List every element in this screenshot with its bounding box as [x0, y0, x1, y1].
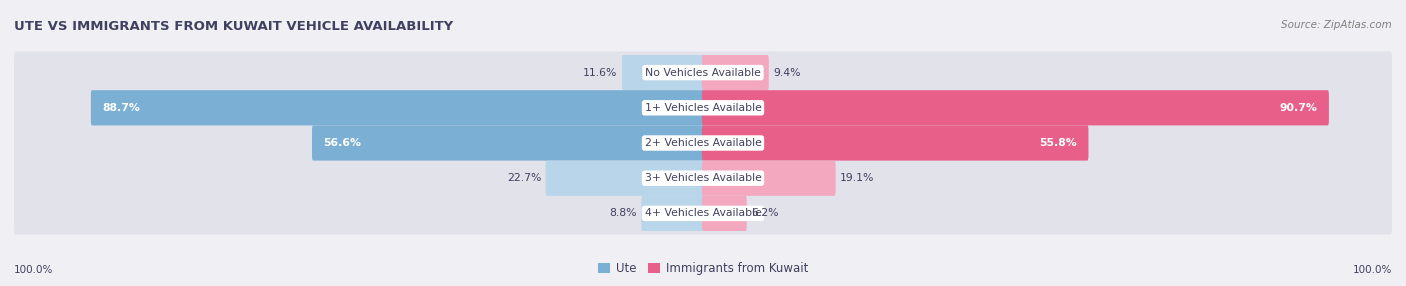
- FancyBboxPatch shape: [641, 196, 704, 231]
- Text: Source: ZipAtlas.com: Source: ZipAtlas.com: [1281, 20, 1392, 30]
- FancyBboxPatch shape: [702, 90, 1329, 125]
- FancyBboxPatch shape: [702, 161, 835, 196]
- Text: 90.7%: 90.7%: [1279, 103, 1317, 113]
- Text: 56.6%: 56.6%: [323, 138, 361, 148]
- Text: No Vehicles Available: No Vehicles Available: [645, 67, 761, 78]
- Text: 2+ Vehicles Available: 2+ Vehicles Available: [644, 138, 762, 148]
- Text: 11.6%: 11.6%: [583, 67, 617, 78]
- Text: 55.8%: 55.8%: [1039, 138, 1077, 148]
- FancyBboxPatch shape: [546, 161, 704, 196]
- Text: 3+ Vehicles Available: 3+ Vehicles Available: [644, 173, 762, 183]
- FancyBboxPatch shape: [91, 90, 704, 125]
- Text: 8.8%: 8.8%: [609, 208, 637, 219]
- FancyBboxPatch shape: [702, 55, 769, 90]
- FancyBboxPatch shape: [702, 125, 1088, 161]
- FancyBboxPatch shape: [14, 157, 1392, 199]
- FancyBboxPatch shape: [14, 192, 1392, 235]
- Text: 88.7%: 88.7%: [103, 103, 141, 113]
- FancyBboxPatch shape: [14, 51, 1392, 94]
- Text: 22.7%: 22.7%: [506, 173, 541, 183]
- Text: 19.1%: 19.1%: [841, 173, 875, 183]
- Text: 4+ Vehicles Available: 4+ Vehicles Available: [644, 208, 762, 219]
- Text: 1+ Vehicles Available: 1+ Vehicles Available: [644, 103, 762, 113]
- Legend: Ute, Immigrants from Kuwait: Ute, Immigrants from Kuwait: [593, 257, 813, 280]
- Text: 100.0%: 100.0%: [1353, 265, 1392, 275]
- FancyBboxPatch shape: [702, 196, 747, 231]
- Text: 9.4%: 9.4%: [773, 67, 801, 78]
- Text: 6.2%: 6.2%: [751, 208, 779, 219]
- FancyBboxPatch shape: [14, 87, 1392, 129]
- FancyBboxPatch shape: [14, 122, 1392, 164]
- Text: 100.0%: 100.0%: [14, 265, 53, 275]
- Text: UTE VS IMMIGRANTS FROM KUWAIT VEHICLE AVAILABILITY: UTE VS IMMIGRANTS FROM KUWAIT VEHICLE AV…: [14, 20, 453, 33]
- FancyBboxPatch shape: [312, 125, 704, 161]
- FancyBboxPatch shape: [621, 55, 704, 90]
